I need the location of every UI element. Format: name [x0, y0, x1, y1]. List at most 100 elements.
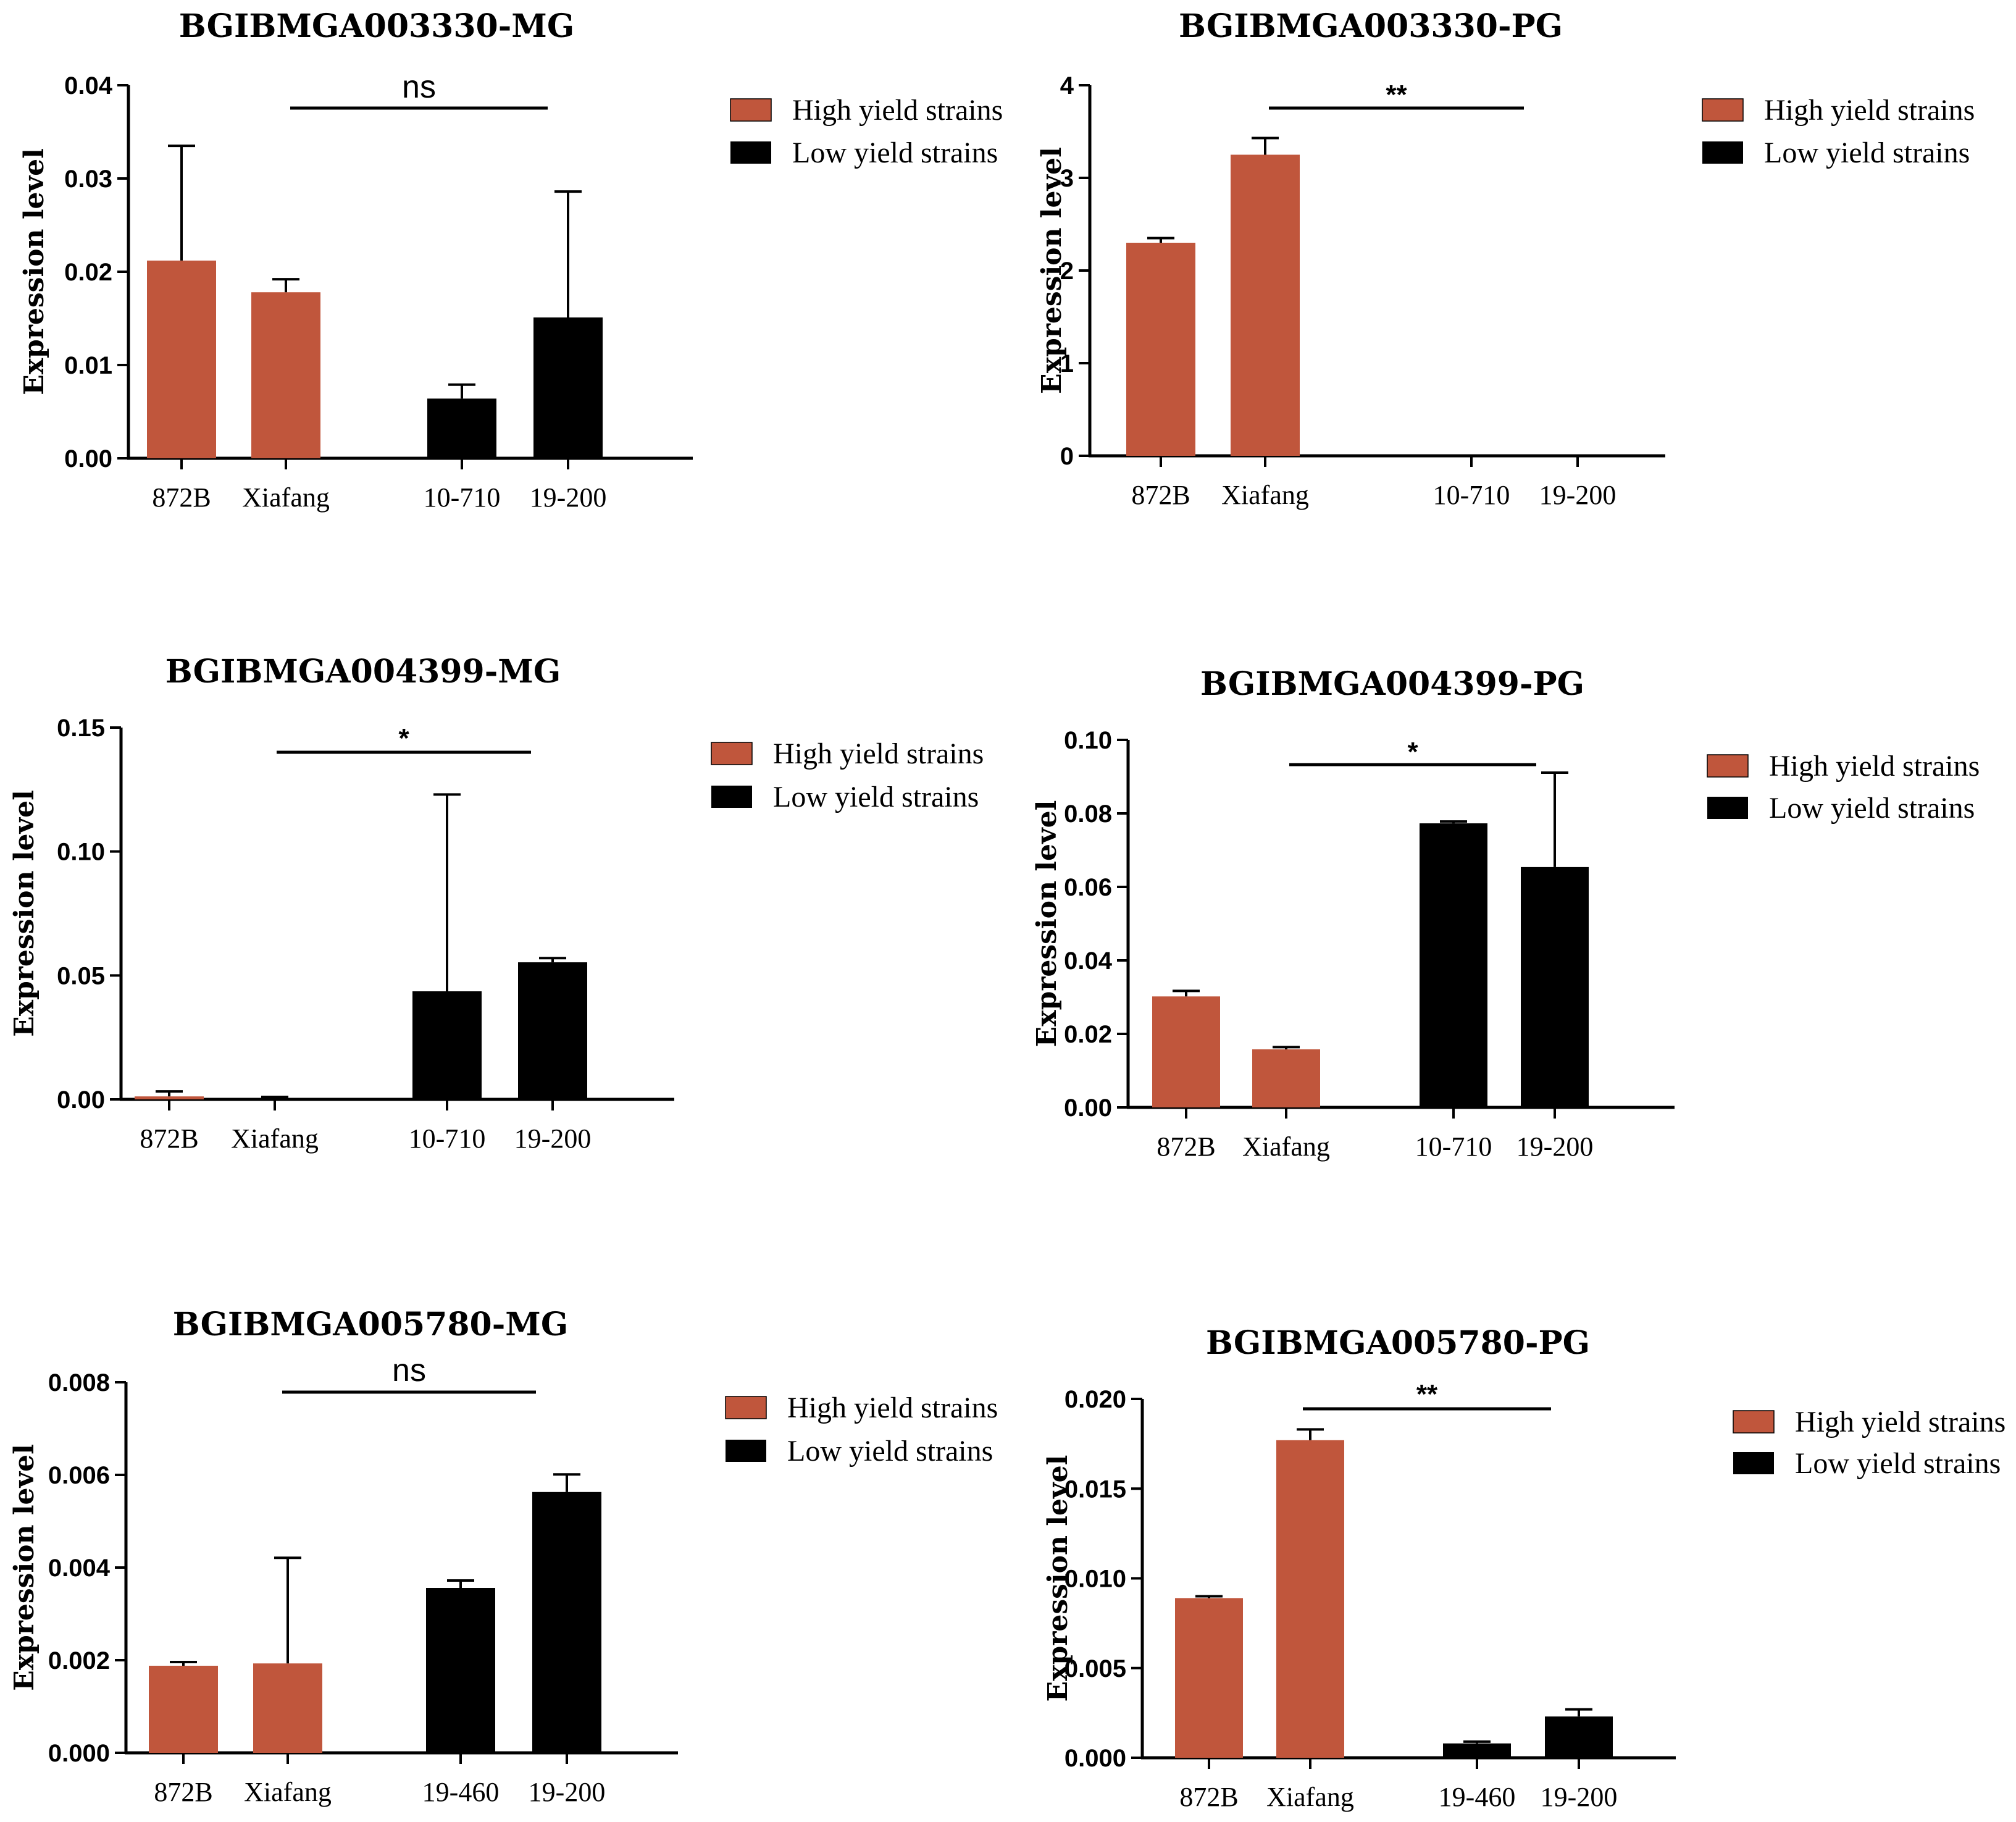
legend-label-high: High yield strains	[1769, 750, 1980, 783]
chart-title: BGIBMGA005780-MG	[173, 1306, 569, 1343]
y-tick-label: 0.06	[1064, 874, 1112, 901]
y-tick-label: 4	[1060, 72, 1074, 99]
bar-xiafang	[253, 1663, 322, 1753]
legend-label-low: Low yield strains	[787, 1435, 993, 1467]
y-tick-label: 0.04	[1064, 947, 1113, 975]
x-tick-label: Xiafang	[244, 1777, 332, 1807]
y-tick-label: 0.000	[48, 1740, 110, 1767]
x-tick-label: 872B	[152, 482, 211, 513]
legend-swatch-high	[1733, 1410, 1775, 1434]
bar-xiafang	[1276, 1440, 1344, 1758]
x-tick-label: 19-200	[1539, 480, 1617, 510]
chart-title: BGIBMGA003330-MG	[179, 7, 575, 45]
legend-swatch-high	[730, 98, 772, 122]
chart-title: BGIBMGA004399-MG	[165, 653, 561, 691]
x-tick-label: 19-200	[514, 1123, 592, 1154]
x-tick-label: Xiafang	[1221, 480, 1309, 510]
legend-label-low: Low yield strains	[1795, 1447, 2001, 1480]
legend-label-low: Low yield strains	[773, 781, 979, 813]
bar-872b	[1152, 996, 1220, 1107]
bar-xiafang	[1231, 154, 1300, 456]
y-tick-label: 0.020	[1064, 1386, 1126, 1413]
y-axis-label: Expression level	[1031, 800, 1063, 1047]
y-tick-label: 0	[1060, 443, 1074, 470]
bar-872b	[135, 1096, 204, 1099]
bar-19-200	[532, 1492, 601, 1753]
x-tick-label: Xiafang	[231, 1123, 319, 1154]
y-axis-label: Expression level	[1042, 1455, 1074, 1702]
x-tick-label: 10-710	[1433, 480, 1510, 510]
legend-label-low: Low yield strains	[1764, 136, 1970, 169]
legend-swatch-high	[711, 742, 753, 765]
legend-swatch-low	[1733, 1452, 1774, 1474]
significance-label: *	[1407, 737, 1418, 767]
y-tick-label: 0.04	[64, 72, 113, 99]
x-tick-label: Xiafang	[242, 482, 330, 513]
legend-swatch-low	[726, 1440, 766, 1462]
x-tick-label: 19-200	[1516, 1131, 1594, 1162]
legend-label-high: High yield strains	[792, 94, 1003, 127]
legend-label-low: Low yield strains	[792, 136, 998, 169]
y-tick-label: 0.000	[1064, 1745, 1126, 1772]
bar-872b	[149, 1666, 218, 1753]
x-tick-label: 872B	[1131, 480, 1190, 510]
y-tick-label: 1	[1060, 350, 1074, 377]
y-tick-label: 0.08	[1064, 800, 1112, 828]
x-tick-label: Xiafang	[1242, 1131, 1330, 1162]
chart-panel-4: BGIBMGA004399-PG Expression level 0.00 0.02…	[1031, 665, 1980, 1162]
y-tick-label: 0.10	[57, 839, 105, 866]
chart-panel-2: BGIBMGA003330-PG Expression level 0 1 2 3 4 872…	[1036, 7, 1975, 510]
y-tick-label: 0.01	[64, 352, 112, 379]
significance-label: ns	[402, 69, 436, 105]
y-tick-label: 0.002	[48, 1647, 110, 1674]
y-axis-label: Expression level	[19, 148, 50, 395]
significance-label: ns	[392, 1353, 426, 1388]
chart-panel-6: BGIBMGA005780-PG Expression level 0.000 0.0…	[1042, 1324, 2006, 1812]
y-axis-label: Expression level	[9, 790, 40, 1037]
y-tick-label: 0.10	[1064, 727, 1112, 754]
chart-title: BGIBMGA004399-PG	[1200, 665, 1584, 703]
y-tick-label: 3	[1060, 165, 1074, 192]
x-tick-label: 19-460	[1439, 1782, 1516, 1812]
bar-872b	[147, 260, 216, 458]
legend-swatch-low	[1707, 797, 1748, 819]
significance-label: *	[398, 723, 409, 754]
y-tick-label: 0.004	[48, 1555, 111, 1582]
bar-19-200	[1545, 1716, 1613, 1758]
x-tick-label: 19-200	[529, 1777, 606, 1807]
x-tick-label: 10-710	[1415, 1131, 1492, 1162]
legend-label-low: Low yield strains	[1769, 792, 1975, 825]
x-tick-label: 19-200	[1541, 1782, 1618, 1812]
y-tick-label: 0.006	[48, 1462, 110, 1489]
bar-10-710	[427, 398, 496, 458]
bar-19-460	[1443, 1743, 1511, 1758]
y-tick-label: 0.00	[64, 445, 112, 472]
y-tick-label: 2	[1060, 258, 1074, 285]
y-tick-label: 0.005	[1064, 1655, 1126, 1682]
bar-19-200	[533, 317, 603, 458]
y-tick-label: 0.008	[48, 1369, 110, 1396]
y-tick-label: 0.02	[64, 259, 112, 286]
y-tick-label: 0.05	[57, 962, 105, 989]
bar-10-710	[1420, 823, 1487, 1107]
x-tick-label: Xiafang	[1266, 1782, 1354, 1812]
legend-swatch-high	[1707, 754, 1749, 778]
y-tick-label: 0.15	[57, 715, 105, 742]
legend-swatch-high	[725, 1396, 767, 1419]
legend-label-high: High yield strains	[1764, 94, 1975, 127]
x-tick-label: 10-710	[409, 1123, 486, 1154]
y-axis-label: Expression level	[9, 1444, 40, 1691]
chart-panel-5: BGIBMGA005780-MG Expression level 0.000 0.0…	[9, 1306, 998, 1807]
y-tick-label: 0.010	[1064, 1566, 1126, 1593]
chart-panel-3: BGIBMGA004399-MG Expression level 0.00 0.05…	[9, 653, 984, 1154]
bar-19-460	[426, 1588, 495, 1753]
significance-label: **	[1386, 80, 1407, 110]
bar-xiafang	[1252, 1049, 1320, 1107]
x-tick-label: 19-460	[422, 1777, 500, 1807]
y-axis-label: Expression level	[1036, 147, 1068, 394]
bar-872b	[1175, 1598, 1243, 1758]
significance-label: **	[1416, 1379, 1438, 1409]
x-tick-label: 872B	[154, 1777, 212, 1807]
y-tick-label: 0.015	[1064, 1476, 1126, 1503]
